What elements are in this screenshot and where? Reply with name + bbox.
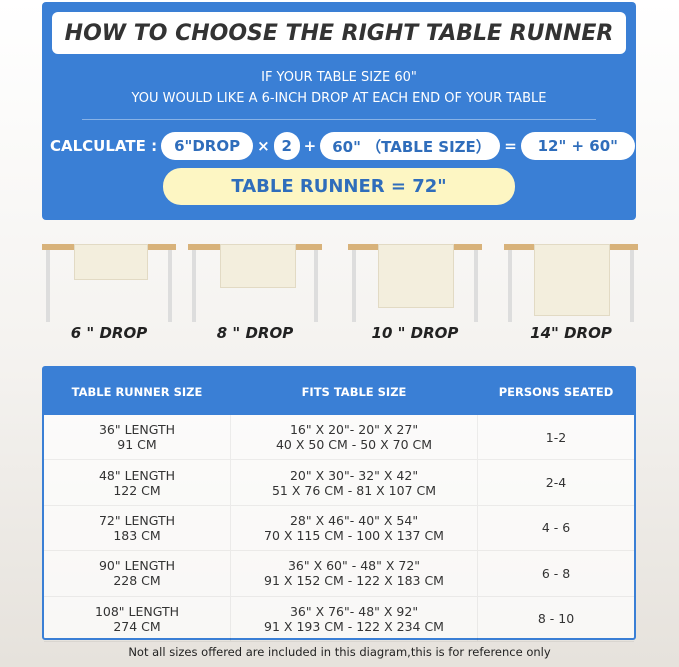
- fits-cm: 40 X 50 CM - 50 X 70 CM: [275, 437, 433, 453]
- persons-cell: 4 - 6: [541, 520, 571, 536]
- table-row: 48" LENGTH 122 CM 20" X 30"- 32" X 42" 51 …: [44, 460, 634, 506]
- size-inches: 72" LENGTH: [98, 512, 176, 528]
- runner-image: [74, 244, 148, 280]
- size-table: TABLE RUNNER SIZE FITS TABLE SIZE PERSON…: [42, 366, 636, 642]
- drop-label: 6 " DROP: [70, 324, 148, 342]
- fits-inches: 16" X 20"- 20" X 27": [289, 422, 419, 438]
- runner-size-cell: 90" LENGTH 228 CM: [44, 558, 230, 588]
- size-inches: 48" LENGTH: [98, 467, 176, 483]
- footnote: Not all sizes offered are included in th…: [128, 645, 551, 659]
- equals-sign: =: [504, 137, 517, 155]
- drop-pill: 6"DROP: [161, 132, 254, 160]
- table-row: 36" LENGTH 91 CM 16" X 20"- 20" X 27" 40 X…: [44, 415, 634, 461]
- size-cm: 274 CM: [113, 618, 161, 634]
- table-size-pill: 60" （TABLE SIZE）: [320, 132, 501, 160]
- size-cm: 91 CM: [117, 437, 157, 453]
- fits-inches: 36" X 60" - 48" X 72": [287, 558, 421, 574]
- fits-table-cell: 20" X 30"- 32" X 42" 51 X 76 CM - 81 X 10…: [230, 460, 478, 505]
- drop-illustration-14: 14" DROP: [504, 240, 638, 350]
- table-row: 72" LENGTH 183 CM 28" X 46"- 40" X 54" 70 …: [44, 505, 634, 552]
- fits-cm: 70 X 115 CM - 100 X 137 CM: [264, 527, 444, 543]
- drop-label: 14" DROP: [530, 324, 612, 342]
- example-line-2: YOU WOULD LIKE A 6-INCH DROP AT EACH END…: [131, 91, 547, 106]
- size-cm: 228 CM: [113, 573, 161, 589]
- drop-label: 8 " DROP: [216, 324, 294, 342]
- page-title: HOW TO CHOOSE THE RIGHT TABLE RUNNER: [52, 12, 626, 54]
- fits-table-cell: 16" X 20"- 20" X 27" 40 X 50 CM - 50 X 70…: [230, 415, 478, 460]
- drop-illustration-8: 8 " DROP: [188, 240, 322, 350]
- header-runner-size: TABLE RUNNER SIZE: [71, 384, 203, 399]
- fits-inches: 36" X 76"- 48" X 92": [289, 603, 419, 619]
- runner-size-cell: 72" LENGTH 183 CM: [44, 513, 230, 543]
- persons-cell: 2-4: [545, 475, 567, 491]
- header-persons: PERSONS SEATED: [498, 384, 614, 399]
- fits-table-cell: 36" X 76"- 48" X 92" 91 X 193 CM - 122 X …: [230, 596, 478, 641]
- table-row: 90" LENGTH 228 CM 36" X 60" - 48" X 72" 91…: [44, 551, 634, 597]
- persons-cell: 8 - 10: [537, 611, 575, 627]
- size-cm: 183 CM: [113, 527, 161, 543]
- times-sign: ×: [257, 137, 270, 155]
- result-pill: TABLE RUNNER = 72": [163, 168, 515, 205]
- fits-table-cell: 28" X 46"- 40" X 54" 70 X 115 CM - 100 X …: [230, 505, 478, 551]
- example-line-1: IF YOUR TABLE SIZE 60": [261, 70, 417, 85]
- fits-table-cell: 36" X 60" - 48" X 72" 91 X 152 CM - 122 X…: [230, 551, 478, 596]
- runner-image: [220, 244, 296, 288]
- runner-size-cell: 48" LENGTH 122 CM: [44, 468, 230, 498]
- calculation-row: CALCULATE : 6"DROP × 2 + 60" （TABLE SIZE…: [50, 132, 635, 160]
- size-cm: 122 CM: [113, 482, 161, 498]
- table-row: 108" LENGTH 274 CM 36" X 76"- 48" X 92" 91…: [44, 596, 634, 642]
- divider: [82, 119, 596, 120]
- drop-label: 10 " DROP: [371, 324, 459, 342]
- header-fits-table: FITS TABLE SIZE: [301, 384, 407, 399]
- drop-illustration-6: 6 " DROP: [42, 240, 176, 350]
- sum-pill: 12" + 60": [520, 132, 635, 160]
- drop-illustration-10: 10 " DROP: [348, 240, 482, 350]
- persons-cell: 6 - 8: [541, 565, 571, 581]
- fits-inches: 20" X 30"- 32" X 42": [289, 467, 419, 483]
- runner-size-cell: 36" LENGTH 91 CM: [44, 422, 230, 452]
- runner-image: [534, 244, 610, 316]
- plus-sign: +: [303, 137, 317, 155]
- size-inches: 90" LENGTH: [98, 558, 176, 574]
- persons-cell: 1-2: [545, 429, 567, 445]
- runner-image: [378, 244, 454, 308]
- size-inches: 108" LENGTH: [94, 603, 180, 619]
- size-inches: 36" LENGTH: [98, 422, 176, 438]
- fits-cm: 91 X 152 CM - 122 X 183 CM: [264, 573, 444, 589]
- fits-inches: 28" X 46"- 40" X 54": [289, 512, 419, 528]
- fits-cm: 51 X 76 CM - 81 X 107 CM: [271, 482, 437, 498]
- calculate-label: CALCULATE :: [50, 137, 158, 155]
- table-header: TABLE RUNNER SIZE FITS TABLE SIZE PERSON…: [44, 368, 634, 415]
- fits-cm: 91 X 193 CM - 122 X 234 CM: [264, 618, 444, 634]
- calculation-panel: HOW TO CHOOSE THE RIGHT TABLE RUNNER IF …: [42, 2, 636, 220]
- runner-size-cell: 108" LENGTH 274 CM: [44, 604, 230, 634]
- multiplier-pill: 2: [273, 132, 300, 160]
